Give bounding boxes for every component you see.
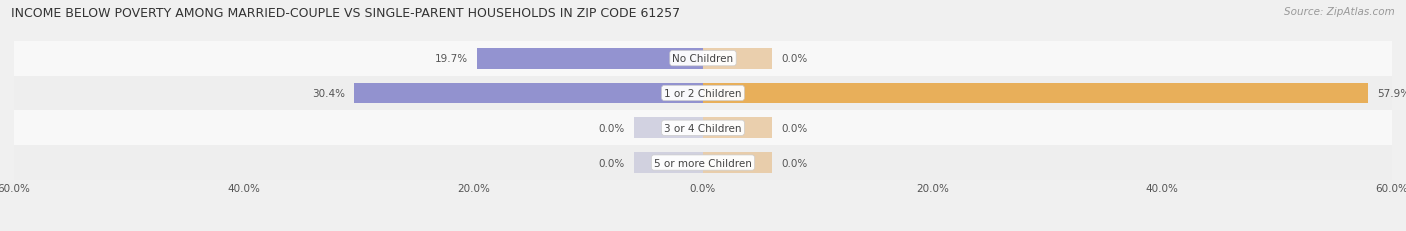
Text: 0.0%: 0.0% [782,123,807,133]
Bar [703,49,772,69]
Text: 1 or 2 Children: 1 or 2 Children [664,88,742,99]
Bar [14,76,1392,111]
Text: 30.4%: 30.4% [312,88,344,99]
Bar [354,83,703,104]
Text: 3 or 4 Children: 3 or 4 Children [664,123,742,133]
Bar [477,49,703,69]
Text: INCOME BELOW POVERTY AMONG MARRIED-COUPLE VS SINGLE-PARENT HOUSEHOLDS IN ZIP COD: INCOME BELOW POVERTY AMONG MARRIED-COUPL… [11,7,681,20]
Text: 5 or more Children: 5 or more Children [654,158,752,168]
Text: 19.7%: 19.7% [434,54,468,64]
Bar [14,111,1392,146]
Text: 0.0%: 0.0% [782,158,807,168]
Bar [634,118,703,139]
Text: 0.0%: 0.0% [782,54,807,64]
Text: 0.0%: 0.0% [599,158,624,168]
Text: 0.0%: 0.0% [599,123,624,133]
Text: 57.9%: 57.9% [1376,88,1406,99]
Text: Source: ZipAtlas.com: Source: ZipAtlas.com [1284,7,1395,17]
Bar [14,146,1392,180]
Bar [703,83,1368,104]
Bar [703,118,772,139]
Bar [14,42,1392,76]
Bar [634,152,703,173]
Text: No Children: No Children [672,54,734,64]
Bar [703,152,772,173]
